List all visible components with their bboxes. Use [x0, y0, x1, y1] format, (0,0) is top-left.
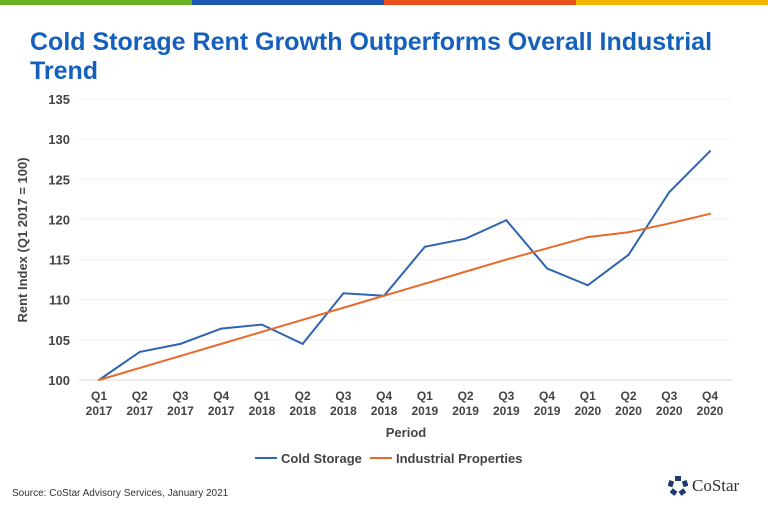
x-tick-label-year: 2020 [656, 404, 683, 418]
data-point [301, 342, 304, 345]
x-tick-label-year: 2019 [452, 404, 479, 418]
x-tick-label-quarter: Q1 [91, 389, 107, 403]
x-tick-label-year: 2018 [249, 404, 276, 418]
x-tick-label-year: 2017 [167, 404, 194, 418]
x-tick-label-year: 2018 [330, 404, 357, 418]
x-tick-label-year: 2019 [534, 404, 561, 418]
series-line-cold-storage [98, 150, 711, 381]
data-point [179, 342, 182, 345]
data-point [709, 212, 711, 215]
data-point [220, 342, 223, 345]
legend-label: Cold Storage [281, 451, 362, 466]
x-tick-label-year: 2017 [86, 404, 113, 418]
data-point [383, 294, 386, 297]
data-point [546, 267, 549, 270]
y-tick-label: 125 [48, 172, 70, 187]
data-point [464, 270, 467, 273]
legend-label: Industrial Properties [396, 451, 522, 466]
series-line-industrial-properties [98, 212, 711, 381]
data-point [179, 354, 182, 357]
x-tick-label-quarter: Q2 [132, 389, 148, 403]
x-tick-label-quarter: Q3 [661, 389, 677, 403]
costar-star-icon [668, 476, 688, 496]
data-point [505, 258, 508, 261]
x-tick-label-quarter: Q4 [702, 389, 718, 403]
stripe [192, 0, 384, 5]
x-tick-label-year: 2020 [615, 404, 642, 418]
stripe [576, 0, 768, 5]
data-point [138, 366, 141, 369]
y-tick-label: 105 [48, 333, 70, 348]
x-tick-label-year: 2018 [371, 404, 398, 418]
data-point [505, 219, 508, 222]
chart-title: Cold Storage Rent Growth Outperforms Ove… [30, 28, 713, 85]
x-tick-label-quarter: Q4 [376, 389, 392, 403]
data-point [709, 150, 711, 153]
data-point [627, 231, 630, 234]
x-tick-label-quarter: Q4 [213, 389, 229, 403]
data-point [423, 282, 426, 285]
data-point [423, 245, 426, 248]
stripe [384, 0, 576, 5]
x-tick-label-quarter: Q1 [580, 389, 596, 403]
x-tick-label-year: 2020 [697, 404, 724, 418]
x-tick-label-year: 2017 [208, 404, 235, 418]
source-note: Source: CoStar Advisory Services, Januar… [12, 488, 229, 499]
x-tick-label-year: 2017 [126, 404, 153, 418]
x-tick-label-quarter: Q1 [254, 389, 270, 403]
x-tick-label-quarter: Q2 [295, 389, 311, 403]
y-tick-label: 115 [49, 253, 70, 268]
data-point [342, 292, 345, 295]
x-tick-label-year: 2018 [289, 404, 316, 418]
y-tick-label: 135 [48, 92, 70, 107]
data-point [260, 323, 263, 326]
costar-logo: CoStar [668, 476, 739, 496]
y-tick-label: 110 [49, 293, 70, 308]
data-point [301, 318, 304, 321]
data-point [668, 191, 671, 194]
data-point [464, 237, 467, 240]
y-tick-label: 130 [48, 132, 70, 147]
data-point [627, 253, 630, 256]
x-tick-label-quarter: Q3 [498, 389, 514, 403]
x-tick-label-year: 2020 [574, 404, 601, 418]
x-tick-label-quarter: Q2 [458, 389, 474, 403]
x-tick-label-quarter: Q2 [621, 389, 637, 403]
x-axis-label: Period [386, 425, 427, 440]
data-point [586, 284, 589, 287]
data-point [98, 379, 100, 381]
data-point [138, 350, 141, 353]
data-point [260, 330, 263, 333]
y-tick-label: 120 [48, 212, 70, 227]
x-tick-label-quarter: Q4 [539, 389, 555, 403]
data-point [668, 222, 671, 225]
x-tick-label-year: 2019 [412, 404, 439, 418]
x-tick-label-quarter: Q1 [417, 389, 433, 403]
data-point [546, 247, 549, 250]
data-point [220, 327, 223, 330]
x-tick-label-quarter: Q3 [335, 389, 351, 403]
y-tick-label: 100 [48, 373, 70, 388]
data-point [342, 306, 345, 309]
x-tick-label-year: 2019 [493, 404, 520, 418]
data-point [586, 236, 589, 239]
logo-text: CoStar [692, 476, 740, 495]
stripe [0, 0, 192, 5]
y-axis-label: Rent Index (Q1 2017 = 100) [15, 157, 30, 322]
x-tick-label-quarter: Q3 [172, 389, 188, 403]
top-color-stripes [0, 0, 768, 5]
